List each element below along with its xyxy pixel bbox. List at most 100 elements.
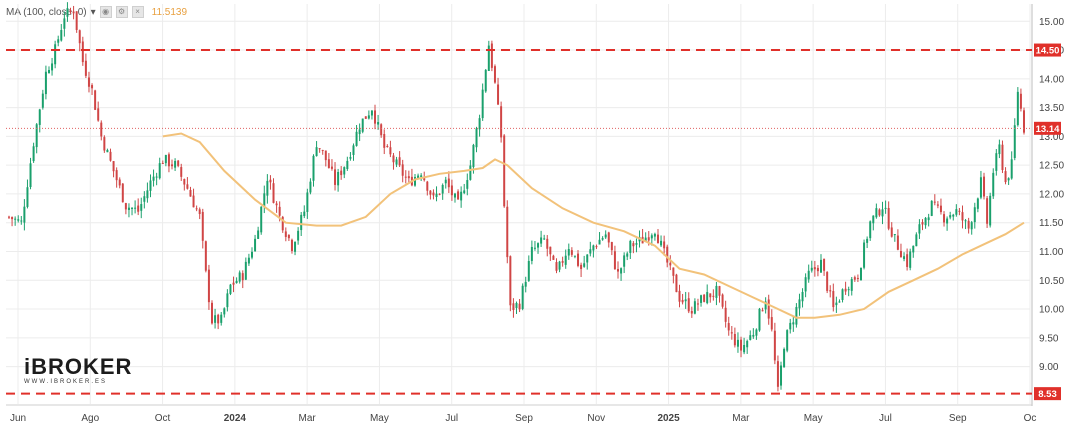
candle-body (171, 164, 174, 167)
candle-body (961, 212, 964, 221)
candle-body (500, 106, 503, 138)
candle-body (260, 206, 263, 233)
candle-body (650, 235, 653, 239)
candle-body (749, 335, 752, 340)
candle-body (244, 261, 247, 280)
candle-body (195, 208, 198, 210)
candle-body (392, 155, 395, 163)
ma-indicator-label[interactable]: MA (100, close, 0) (6, 6, 87, 18)
x-tick-label: Jun (10, 413, 26, 424)
y-tick-label: 13.00 (1039, 132, 1064, 143)
candle-body (924, 217, 927, 226)
candle-body (595, 246, 598, 248)
candle-body (540, 237, 543, 244)
candle-body (527, 260, 530, 281)
candle-body (955, 209, 958, 215)
candle-body (330, 166, 333, 169)
candle-body (918, 224, 921, 234)
candle-body (604, 234, 607, 238)
candle-body (912, 245, 915, 253)
candle-body (552, 255, 555, 260)
last-price-tag: 13.14 (1036, 124, 1060, 135)
candle-body (167, 154, 170, 167)
candle-body (998, 144, 1001, 155)
gear-icon[interactable]: ⚙ (115, 6, 128, 18)
candle-body (189, 190, 192, 197)
candle-body (927, 217, 930, 221)
candle-body (675, 274, 678, 293)
candle-body (807, 270, 810, 280)
candle-body (736, 339, 739, 347)
candle-body (949, 215, 952, 218)
candle-body (444, 179, 447, 184)
candle-body (146, 190, 149, 199)
y-tick-label: 14.00 (1039, 74, 1064, 85)
candle-body (915, 234, 918, 247)
candle-body (755, 329, 758, 336)
candle-body (773, 330, 776, 361)
candle-body (543, 238, 546, 240)
eye-icon[interactable]: ◉ (99, 6, 112, 18)
candle-body (457, 191, 460, 200)
candle-body (693, 301, 696, 314)
x-tick-label: Sep (949, 413, 967, 424)
candle-body (970, 222, 973, 230)
x-tick-label: 2025 (657, 413, 680, 424)
candle-body (983, 176, 986, 197)
candle-body (881, 209, 884, 217)
candle-body (109, 151, 112, 161)
candle-body (398, 157, 401, 166)
candle-body (786, 330, 789, 351)
candle-body (497, 84, 500, 105)
candle-body (343, 167, 346, 175)
candle-body (660, 240, 663, 246)
y-tick-label: 11.50 (1039, 218, 1064, 229)
logo-text: iBROKER (24, 354, 133, 379)
candle-body (84, 60, 87, 76)
candle-body (367, 115, 370, 119)
ibroker-logo: iBROKER WWW.IBROKER.ES (24, 354, 133, 386)
candle-body (863, 242, 866, 268)
candle-body (484, 69, 487, 92)
candle-body (909, 251, 912, 268)
candle-body (810, 267, 813, 271)
candle-body (835, 302, 838, 306)
candle-body (733, 333, 736, 346)
candle-body (623, 255, 626, 267)
candle-body (644, 237, 647, 242)
candle-body (632, 243, 635, 247)
level-tag: 8.53 (1038, 389, 1057, 400)
candle-body (976, 198, 979, 209)
candle-body (364, 116, 367, 119)
candle-body (721, 294, 724, 307)
candle-body (518, 303, 521, 310)
candle-body (180, 167, 183, 177)
candle-body (967, 220, 970, 229)
candle-body (783, 348, 786, 368)
candle-body (530, 246, 533, 261)
candle-body (340, 170, 343, 176)
candle-body (838, 301, 841, 303)
y-tick-label: 11.00 (1039, 247, 1064, 258)
candle-body (374, 110, 377, 124)
chevron-down-icon[interactable]: ▾ (90, 6, 96, 18)
candle-body (106, 149, 109, 153)
candle-body (263, 193, 266, 207)
x-tick-label: Jul (445, 413, 458, 424)
close-icon[interactable]: × (131, 6, 144, 18)
candle-body (503, 135, 506, 207)
candle-body (370, 110, 373, 116)
candle-body (656, 234, 659, 244)
candle-body (672, 267, 675, 276)
candle-body (407, 176, 410, 179)
candle-body (401, 164, 404, 176)
candle-body (297, 230, 300, 241)
candle-body (798, 299, 801, 309)
candle-body (537, 243, 540, 248)
candle-body (81, 41, 84, 63)
candle-body (272, 183, 275, 203)
candle-body (555, 262, 558, 271)
candle-body (47, 69, 50, 74)
x-tick-label: Oc (1024, 413, 1037, 424)
